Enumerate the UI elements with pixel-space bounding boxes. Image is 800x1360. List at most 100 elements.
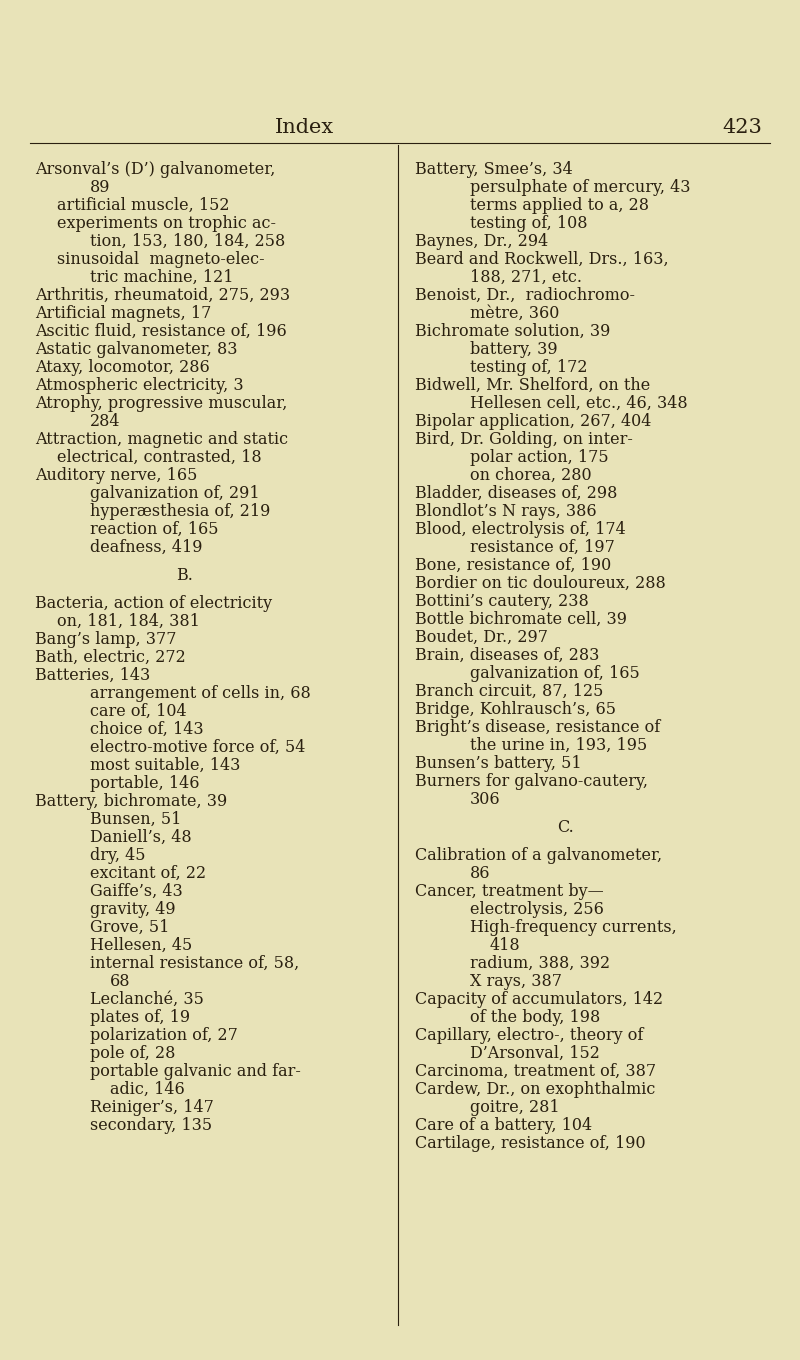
Text: Atmospheric electricity, 3: Atmospheric electricity, 3 (35, 377, 244, 394)
Text: experiments on trophic ac-: experiments on trophic ac- (57, 215, 276, 233)
Text: Attraction, magnetic and static: Attraction, magnetic and static (35, 431, 288, 447)
Text: electrolysis, 256: electrolysis, 256 (470, 900, 604, 918)
Text: polarization of, 27: polarization of, 27 (90, 1027, 238, 1044)
Text: Bunsen’s battery, 51: Bunsen’s battery, 51 (415, 755, 582, 772)
Text: tric machine, 121: tric machine, 121 (90, 269, 234, 286)
Text: Battery, Smee’s, 34: Battery, Smee’s, 34 (415, 160, 573, 178)
Text: 423: 423 (722, 118, 762, 137)
Text: testing of, 172: testing of, 172 (470, 359, 587, 375)
Text: Leclanché, 35: Leclanché, 35 (90, 991, 204, 1008)
Text: pole of, 28: pole of, 28 (90, 1044, 175, 1062)
Text: 188, 271, etc.: 188, 271, etc. (470, 269, 582, 286)
Text: Bladder, diseases of, 298: Bladder, diseases of, 298 (415, 486, 618, 502)
Text: Bordier on tic douloureux, 288: Bordier on tic douloureux, 288 (415, 575, 666, 592)
Text: Grove, 51: Grove, 51 (90, 919, 170, 936)
Text: on chorea, 280: on chorea, 280 (470, 466, 592, 484)
Text: 68: 68 (110, 972, 130, 990)
Text: Bird, Dr. Golding, on inter-: Bird, Dr. Golding, on inter- (415, 431, 633, 447)
Text: C.: C. (557, 819, 574, 836)
Text: Burners for galvano-cautery,: Burners for galvano-cautery, (415, 772, 648, 790)
Text: Ataxy, locomotor, 286: Ataxy, locomotor, 286 (35, 359, 210, 375)
Text: on, 181, 184, 381: on, 181, 184, 381 (57, 613, 200, 630)
Text: 418: 418 (490, 937, 521, 953)
Text: battery, 39: battery, 39 (470, 341, 558, 358)
Text: Carcinoma, treatment of, 387: Carcinoma, treatment of, 387 (415, 1062, 656, 1080)
Text: 86: 86 (470, 865, 490, 881)
Text: testing of, 108: testing of, 108 (470, 215, 587, 233)
Text: Hellesen cell, etc., 46, 348: Hellesen cell, etc., 46, 348 (470, 394, 688, 412)
Text: of the body, 198: of the body, 198 (470, 1009, 600, 1025)
Text: D’Arsonval, 152: D’Arsonval, 152 (470, 1044, 600, 1062)
Text: mètre, 360: mètre, 360 (470, 305, 559, 322)
Text: Ascitic fluid, resistance of, 196: Ascitic fluid, resistance of, 196 (35, 324, 286, 340)
Text: electrical, contrasted, 18: electrical, contrasted, 18 (57, 449, 262, 466)
Text: Cancer, treatment by—: Cancer, treatment by— (415, 883, 604, 900)
Text: hyperæsthesia of, 219: hyperæsthesia of, 219 (90, 503, 270, 520)
Text: persulphate of mercury, 43: persulphate of mercury, 43 (470, 180, 690, 196)
Text: excitant of, 22: excitant of, 22 (90, 865, 206, 881)
Text: Bright’s disease, resistance of: Bright’s disease, resistance of (415, 719, 660, 736)
Text: dry, 45: dry, 45 (90, 847, 146, 864)
Text: Benoist, Dr.,  radiochromo-: Benoist, Dr., radiochromo- (415, 287, 635, 305)
Text: Hellesen, 45: Hellesen, 45 (90, 937, 192, 953)
Text: sinusoidal  magneto-elec-: sinusoidal magneto-elec- (57, 252, 265, 268)
Text: Bottle bichromate cell, 39: Bottle bichromate cell, 39 (415, 611, 627, 628)
Text: plates of, 19: plates of, 19 (90, 1009, 190, 1025)
Text: Capacity of accumulators, 142: Capacity of accumulators, 142 (415, 991, 663, 1008)
Text: Brain, diseases of, 283: Brain, diseases of, 283 (415, 647, 599, 664)
Text: Cardew, Dr., on exophthalmic: Cardew, Dr., on exophthalmic (415, 1081, 655, 1098)
Text: 89: 89 (90, 180, 110, 196)
Text: Arsonval’s (D’) galvanometer,: Arsonval’s (D’) galvanometer, (35, 160, 275, 178)
Text: artificial muscle, 152: artificial muscle, 152 (57, 197, 230, 214)
Text: Artificial magnets, 17: Artificial magnets, 17 (35, 305, 211, 322)
Text: Gaiffe’s, 43: Gaiffe’s, 43 (90, 883, 182, 900)
Text: Bacteria, action of electricity: Bacteria, action of electricity (35, 594, 272, 612)
Text: portable, 146: portable, 146 (90, 775, 199, 792)
Text: Beard and Rockwell, Drs., 163,: Beard and Rockwell, Drs., 163, (415, 252, 669, 268)
Text: radium, 388, 392: radium, 388, 392 (470, 955, 610, 972)
Text: Bath, electric, 272: Bath, electric, 272 (35, 649, 186, 666)
Text: polar action, 175: polar action, 175 (470, 449, 609, 466)
Text: choice of, 143: choice of, 143 (90, 721, 204, 737)
Text: resistance of, 197: resistance of, 197 (470, 539, 615, 556)
Text: Blondlot’s N rays, 386: Blondlot’s N rays, 386 (415, 503, 597, 520)
Text: adic, 146: adic, 146 (110, 1081, 185, 1098)
Text: Daniell’s, 48: Daniell’s, 48 (90, 828, 192, 846)
Text: Bridge, Kohlrausch’s, 65: Bridge, Kohlrausch’s, 65 (415, 700, 616, 718)
Text: Batteries, 143: Batteries, 143 (35, 666, 150, 684)
Text: B.: B. (177, 567, 194, 583)
Text: Bottini’s cautery, 238: Bottini’s cautery, 238 (415, 593, 589, 611)
Text: galvanization of, 291: galvanization of, 291 (90, 486, 260, 502)
Text: most suitable, 143: most suitable, 143 (90, 756, 240, 774)
Text: Branch circuit, 87, 125: Branch circuit, 87, 125 (415, 683, 603, 700)
Text: Bang’s lamp, 377: Bang’s lamp, 377 (35, 631, 177, 647)
Text: care of, 104: care of, 104 (90, 703, 186, 719)
Text: Battery, bichromate, 39: Battery, bichromate, 39 (35, 793, 227, 809)
Text: deafness, 419: deafness, 419 (90, 539, 202, 556)
Text: Boudet, Dr., 297: Boudet, Dr., 297 (415, 628, 548, 646)
Text: 306: 306 (470, 792, 501, 808)
Text: goitre, 281: goitre, 281 (470, 1099, 560, 1115)
Text: tion, 153, 180, 184, 258: tion, 153, 180, 184, 258 (90, 233, 286, 250)
Text: Care of a battery, 104: Care of a battery, 104 (415, 1117, 592, 1134)
Text: Astatic galvanometer, 83: Astatic galvanometer, 83 (35, 341, 238, 358)
Text: Calibration of a galvanometer,: Calibration of a galvanometer, (415, 847, 662, 864)
Text: electro-motive force of, 54: electro-motive force of, 54 (90, 738, 306, 756)
Text: reaction of, 165: reaction of, 165 (90, 521, 218, 539)
Text: Capillary, electro-, theory of: Capillary, electro-, theory of (415, 1027, 643, 1044)
Text: the urine in, 193, 195: the urine in, 193, 195 (470, 737, 647, 753)
Text: Baynes, Dr., 294: Baynes, Dr., 294 (415, 233, 548, 250)
Text: Bidwell, Mr. Shelford, on the: Bidwell, Mr. Shelford, on the (415, 377, 650, 394)
Text: X rays, 387: X rays, 387 (470, 972, 562, 990)
Text: Cartilage, resistance of, 190: Cartilage, resistance of, 190 (415, 1134, 646, 1152)
Text: Index: Index (274, 118, 334, 137)
Text: Bichromate solution, 39: Bichromate solution, 39 (415, 324, 610, 340)
Text: Bone, resistance of, 190: Bone, resistance of, 190 (415, 558, 611, 574)
Text: Atrophy, progressive muscular,: Atrophy, progressive muscular, (35, 394, 287, 412)
Text: High-frequency currents,: High-frequency currents, (470, 919, 677, 936)
Text: gravity, 49: gravity, 49 (90, 900, 176, 918)
Text: portable galvanic and far-: portable galvanic and far- (90, 1062, 301, 1080)
Text: secondary, 135: secondary, 135 (90, 1117, 212, 1134)
Text: terms applied to a, 28: terms applied to a, 28 (470, 197, 649, 214)
Text: Blood, electrolysis of, 174: Blood, electrolysis of, 174 (415, 521, 626, 539)
